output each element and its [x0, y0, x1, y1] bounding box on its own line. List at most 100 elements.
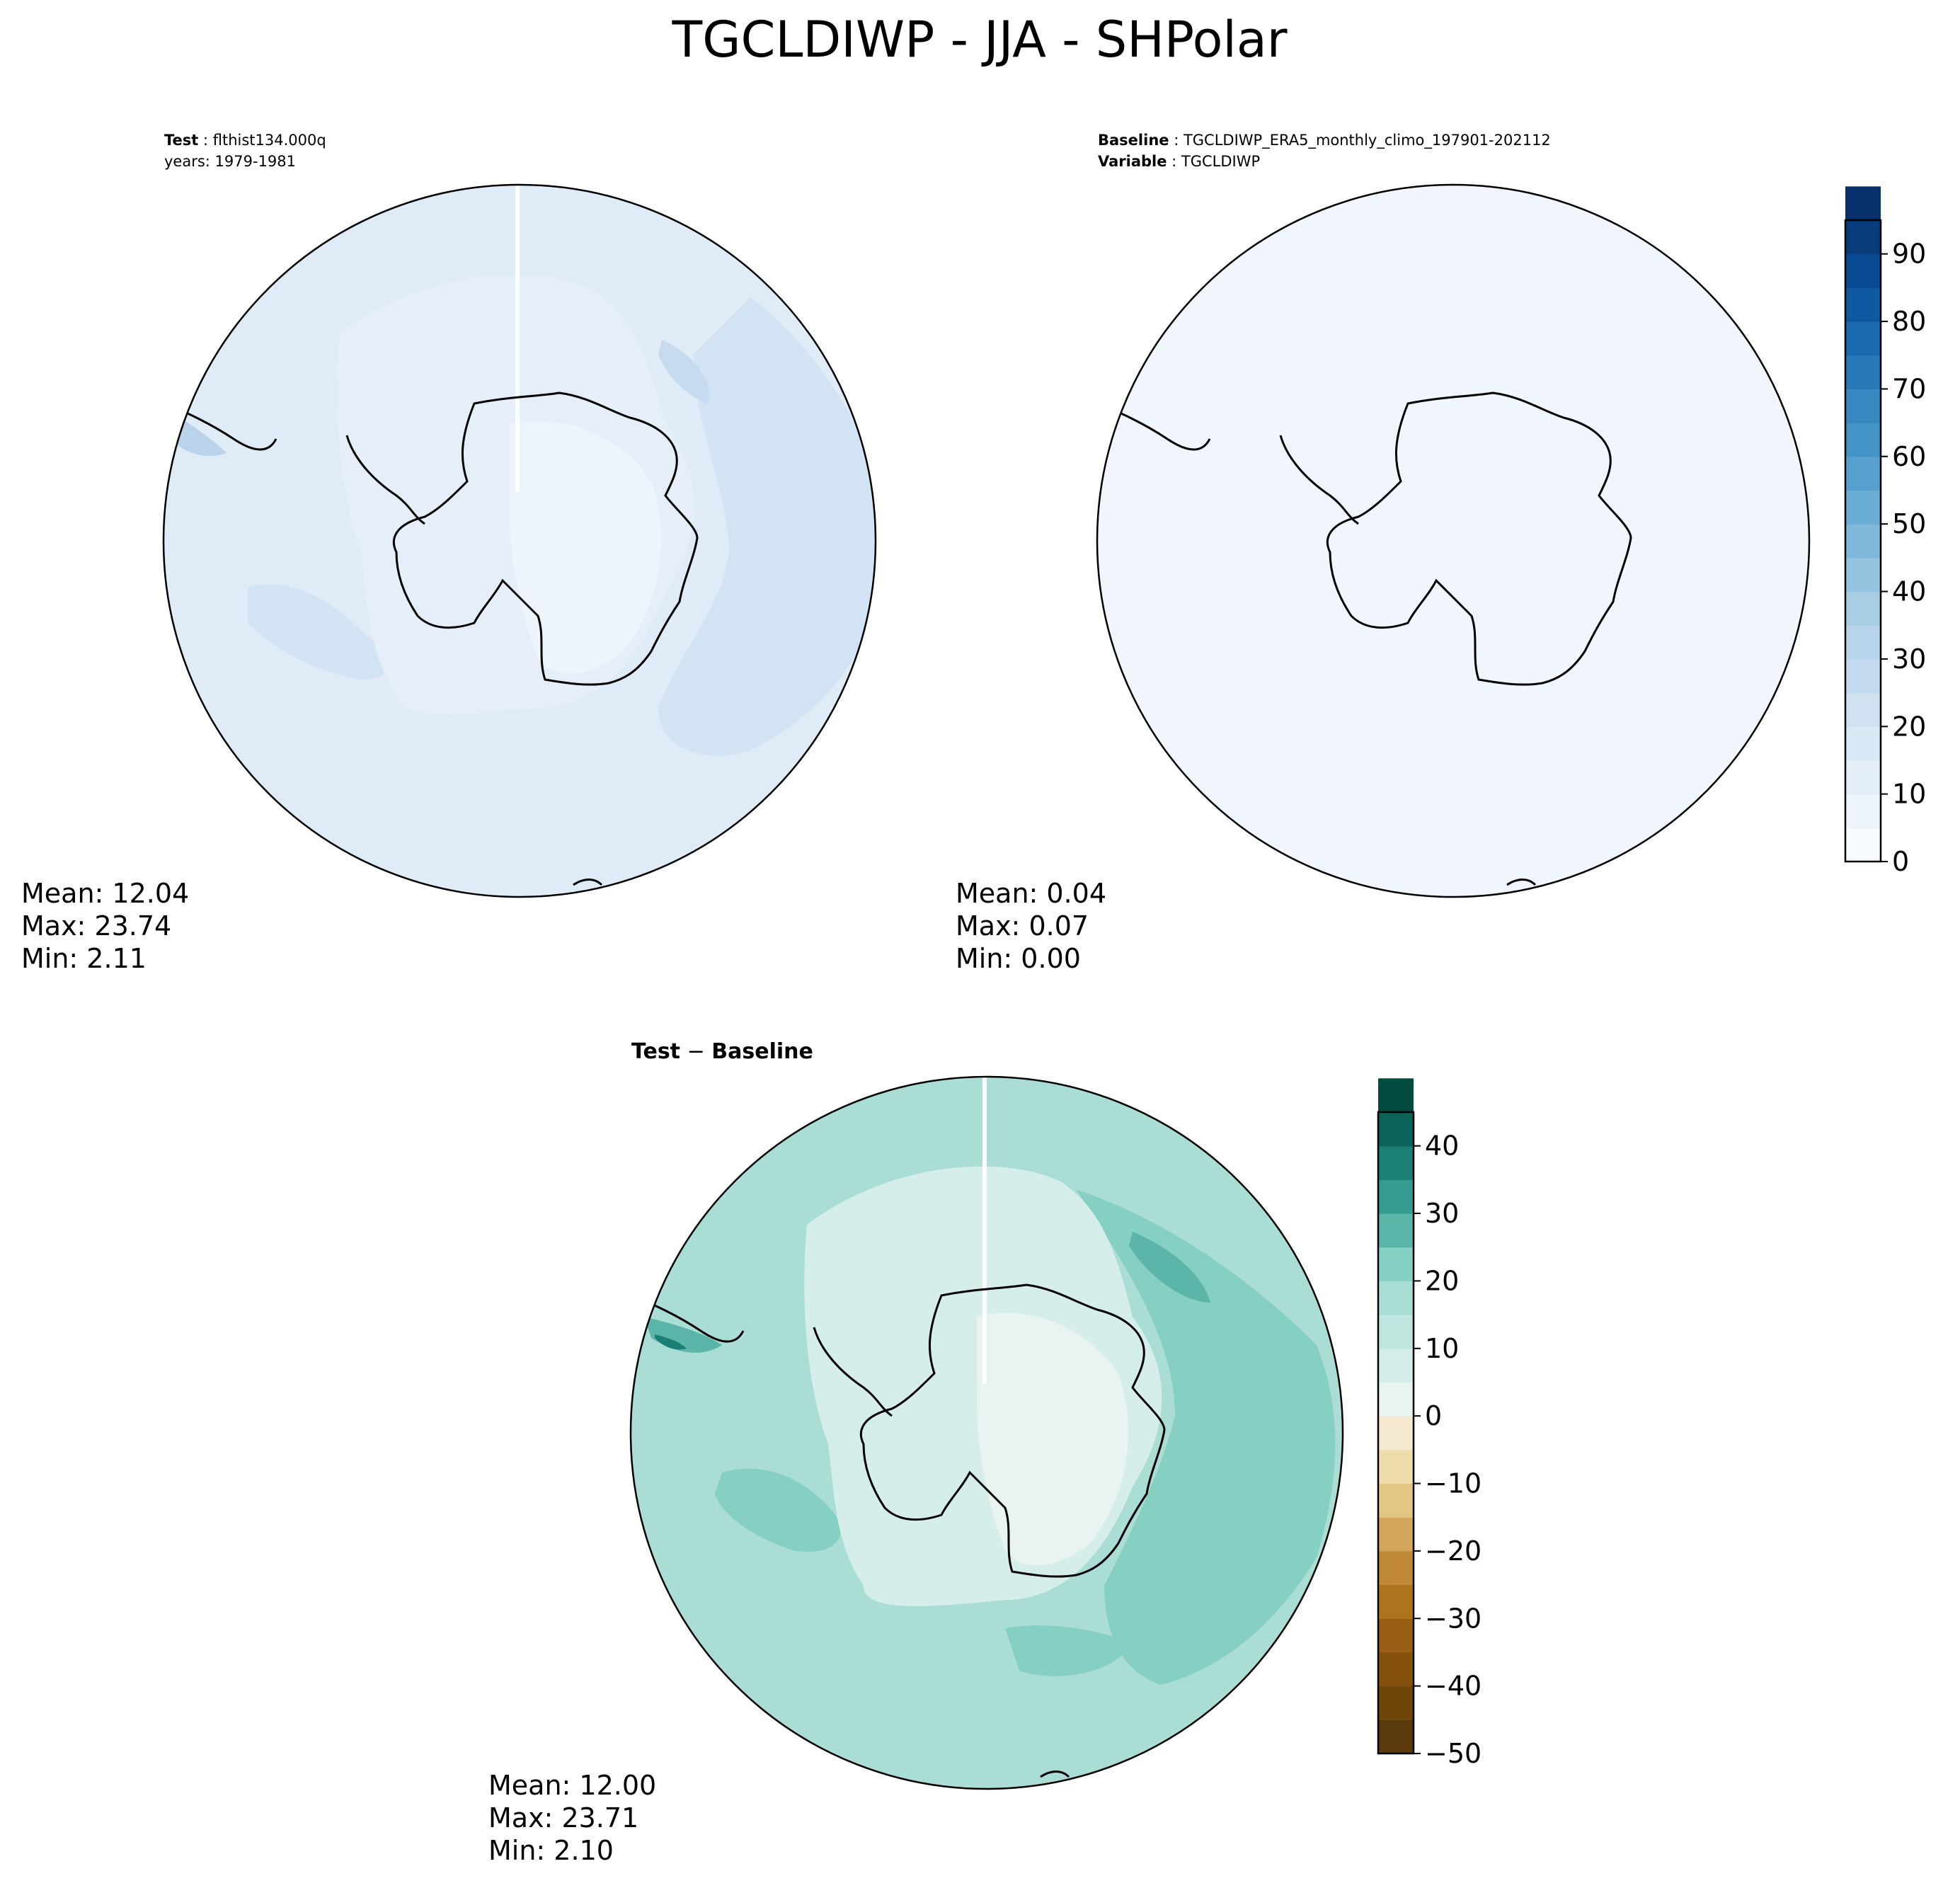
colorbar-tick-label: 30	[1425, 1198, 1459, 1229]
difference-contour-south-atlantic	[1005, 1625, 1133, 1676]
test-coastline-antarctica	[392, 391, 699, 686]
colorbar-bin	[1378, 1078, 1414, 1113]
test-contour-pacific-max	[658, 340, 709, 404]
test-annotation-line1: Test : flthist134.000q	[164, 132, 326, 149]
colorbar-bin	[1845, 524, 1881, 559]
colorbar-tick-label: −30	[1425, 1603, 1482, 1634]
colorbar-bin	[1845, 253, 1881, 288]
colorbar-bin	[1845, 794, 1881, 828]
panel-difference: Test − Baseline Mean: 12.00 Max: 23.71 M…	[488, 1039, 1482, 1866]
colorbar-bin	[1845, 186, 1881, 221]
difference-coastline-antarctica	[859, 1283, 1166, 1578]
test-coastline-peninsula	[345, 435, 425, 525]
test-stat-min: Min: 2.11	[21, 943, 147, 974]
panel-baseline: Baseline : TGCLDIWP_ERA5_monthly_climo_1…	[956, 132, 1926, 974]
colorbar-tick-label: 0	[1892, 846, 1909, 877]
baseline-stat-mean: Mean: 0.04	[956, 878, 1106, 909]
baseline-coastline-peninsula	[1279, 435, 1359, 525]
baseline-map-background	[1097, 185, 1809, 897]
colorbar-bin	[1845, 658, 1881, 694]
colorbar-bin	[1378, 1213, 1414, 1248]
colorbar-bin	[1845, 828, 1881, 862]
colorbar-bin	[1378, 1382, 1414, 1417]
test-label: Test	[164, 132, 198, 149]
colorbar-bin	[1845, 760, 1881, 795]
test-coastline-island	[573, 879, 603, 886]
colorbar-bin	[1378, 1416, 1414, 1451]
colorbar-tick-label: −40	[1425, 1671, 1482, 1702]
colorbar-tick-label: 40	[1892, 576, 1926, 607]
colorbar-bin	[1845, 423, 1881, 457]
colorbar-tick-label: −20	[1425, 1535, 1482, 1567]
variable-label: Variable	[1098, 153, 1167, 170]
colorbar-bin	[1378, 1686, 1414, 1720]
colorbar-bin	[1845, 389, 1881, 423]
colorbar-bin	[1378, 1145, 1414, 1180]
baseline-annotation-line2: Variable : TGCLDIWP	[1098, 153, 1260, 170]
difference-stat-max: Max: 23.71	[488, 1802, 638, 1833]
test-missing-column	[515, 185, 520, 492]
baseline-case-name: TGCLDIWP_ERA5_monthly_climo_197901-20211…	[1183, 132, 1551, 149]
colorbar-tick-label: 10	[1425, 1333, 1459, 1364]
test-contour-continent	[510, 420, 662, 674]
difference-title: Test − Baseline	[631, 1039, 813, 1064]
difference-contour-pacific-max	[1129, 1232, 1210, 1303]
colorbar-top: 0 10 20 30 40 50 60 70 80 90	[1844, 186, 1926, 877]
colorbar-bin	[1378, 1348, 1414, 1383]
colorbar-diff: −50 −40 −30 −20 −10 0 10 20 30 40	[1377, 1078, 1482, 1769]
colorbar-tick-label: 10	[1892, 779, 1926, 810]
colorbar-bin	[1378, 1652, 1414, 1687]
colorbar-bin	[1845, 287, 1881, 322]
colorbar-tick-label: −10	[1425, 1468, 1482, 1499]
test-contour-indian	[248, 584, 389, 680]
test-map	[164, 185, 876, 897]
colorbar-bin	[1378, 1281, 1414, 1315]
difference-contour-continent	[977, 1312, 1129, 1566]
baseline-map-border	[1096, 183, 1811, 898]
difference-title-baseline: Baseline	[711, 1039, 813, 1064]
difference-missing-column	[982, 1077, 987, 1384]
colorbar-bin	[1378, 1449, 1414, 1484]
baseline-coastline-island	[1506, 879, 1537, 886]
figure-title: TGCLDIWP - JJA - SHPolar	[671, 11, 1287, 69]
colorbar-tick-label: 30	[1892, 643, 1926, 675]
difference-contour-pacific	[1076, 1189, 1336, 1685]
difference-coastline-peninsula	[813, 1327, 893, 1417]
colorbar-bin	[1845, 321, 1881, 356]
panel-test: Test : flthist134.000q years: 1979-1981 …	[21, 132, 877, 974]
colorbar-bin	[1845, 591, 1881, 626]
colorbar-bin	[1845, 625, 1881, 660]
baseline-annotation-line1: Baseline : TGCLDIWP_ERA5_monthly_climo_1…	[1098, 132, 1551, 149]
colorbar-bin	[1378, 1550, 1414, 1586]
difference-stat-min: Min: 2.10	[488, 1835, 614, 1866]
colorbar-tick-label: −50	[1425, 1738, 1482, 1769]
difference-title-test: Test	[631, 1039, 680, 1064]
difference-coastline-island	[1040, 1770, 1070, 1778]
colorbar-frame	[1844, 219, 1882, 863]
baseline-coastline-antarctica	[1326, 391, 1632, 686]
colorbar-bin	[1378, 1112, 1414, 1147]
colorbar-tick-label: 0	[1425, 1400, 1442, 1431]
colorbar-bin	[1845, 692, 1881, 727]
baseline-stat-min: Min: 0.00	[956, 943, 1081, 974]
colorbar-tick-label: 40	[1425, 1131, 1459, 1162]
colorbar-tick-label: 90	[1892, 239, 1926, 270]
colorbar-bin	[1845, 726, 1881, 761]
colorbar-tick-label: 70	[1892, 373, 1926, 404]
difference-map-border	[629, 1075, 1344, 1790]
baseline-label: Baseline	[1098, 132, 1169, 149]
difference-title-op: −	[680, 1039, 711, 1064]
colorbar-bin	[1845, 220, 1881, 255]
colorbar-tick-label: 80	[1892, 306, 1926, 337]
test-stat-max: Max: 23.74	[21, 910, 171, 942]
colorbar-tick-label: 50	[1892, 508, 1926, 539]
test-case-name: flthist134.000q	[213, 132, 326, 149]
test-contour-pacific	[658, 297, 876, 756]
colorbar-bin	[1378, 1618, 1414, 1653]
test-stat-mean: Mean: 12.04	[21, 878, 189, 909]
colorbar-bin	[1845, 355, 1881, 390]
colorbar-tick-label: 20	[1892, 711, 1926, 742]
colorbar-bin	[1378, 1720, 1414, 1754]
colorbar-frame	[1377, 1111, 1415, 1755]
variable-name: TGCLDIWP	[1181, 153, 1260, 170]
